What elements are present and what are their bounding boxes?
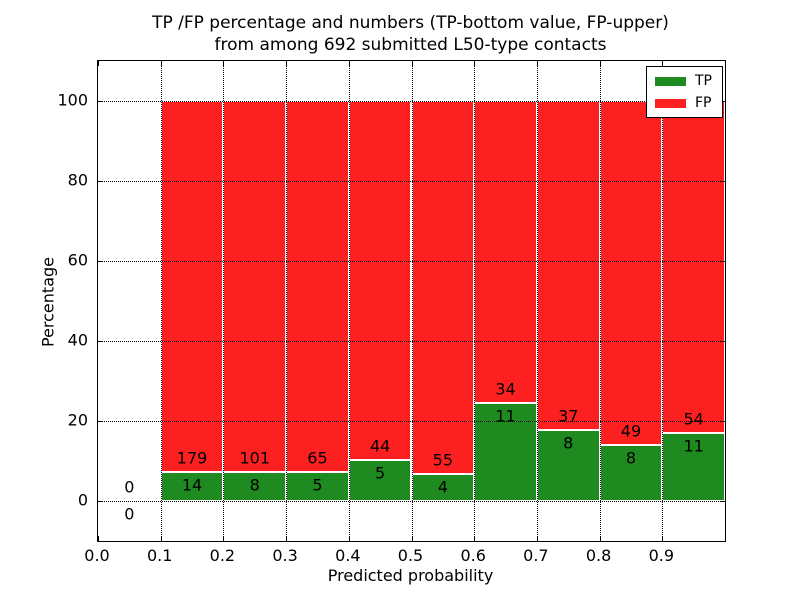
bar-tp-segment <box>599 444 663 501</box>
x-tick-label: 0.9 <box>648 546 675 565</box>
bar-fp-count: 55 <box>432 450 454 470</box>
legend-label-fp: FP <box>695 95 712 111</box>
y-tick-label: 20 <box>67 410 88 430</box>
bar-tp-segment <box>536 429 600 501</box>
legend-label-tp: TP <box>695 73 712 89</box>
y-tick-label: 60 <box>67 250 88 270</box>
bar-fp-count: 37 <box>558 406 579 426</box>
legend: TP FP <box>646 66 723 118</box>
legend-swatch-tp <box>655 76 686 86</box>
x-tick-label: 0.1 <box>146 546 173 565</box>
chart-title-line1: TP /FP percentage and numbers (TP-bottom… <box>152 13 669 33</box>
legend-swatch-fp <box>655 98 686 108</box>
bar-tp-count: 11 <box>495 406 516 426</box>
legend-entry-tp: TP <box>655 74 712 88</box>
bar-fp-count: 49 <box>620 421 642 441</box>
x-tick-label: 0.6 <box>460 546 486 565</box>
bar-tp-count: 8 <box>563 433 574 453</box>
bar-tp-count: 8 <box>625 448 637 468</box>
legend-entry-fp: FP <box>655 96 712 110</box>
bar-tp-segment <box>223 471 287 501</box>
bar-labels-layer: 0 0 179 14 101 8 65 5 44 5 55 4 34 11 37 8 49 8 54 11 <box>98 61 725 541</box>
bar-tp-count: 5 <box>312 475 323 495</box>
bar-tp-segment <box>160 472 224 501</box>
plot-area: 0 0 179 14 101 8 65 5 44 5 55 4 34 11 37 8 49 8 54 11 TP FP <box>97 60 726 542</box>
x-tickmark-bottom <box>98 536 99 541</box>
bar-tp-count: 5 <box>375 463 386 483</box>
x-tick-label: 0.5 <box>397 546 424 565</box>
x-tick-label: 0.4 <box>335 546 361 565</box>
bar-fp-count: 54 <box>683 409 704 429</box>
bar-tp-segment <box>411 473 475 501</box>
bar-fp-count: 44 <box>369 436 391 456</box>
bar-tp-count: 4 <box>437 477 448 497</box>
x-tick-label: 0.8 <box>585 546 612 565</box>
bar-tp-segment <box>286 472 349 501</box>
bar-tp-count: 0 <box>124 504 135 524</box>
bar-fp-count: 0 <box>124 477 135 497</box>
bar-fp-count: 65 <box>307 448 328 468</box>
y-tick-label: 0 <box>77 490 88 510</box>
x-tick-label: 0.0 <box>84 546 110 565</box>
bar-fp-segment <box>662 101 725 434</box>
bar-tp-count: 11 <box>683 436 704 456</box>
bar-tp-count: 14 <box>181 475 203 495</box>
bar-tp-segment <box>474 403 537 501</box>
x-tick-label: 0.2 <box>209 546 236 565</box>
x-tick-label: 0.3 <box>272 546 298 565</box>
bar-fp-count: 101 <box>239 448 271 468</box>
x-axis-label: Predicted probability <box>327 566 494 585</box>
bar-fp-segment <box>474 101 537 404</box>
x-tick-label: 0.7 <box>523 546 549 565</box>
y-axis-label: Percentage <box>38 256 58 348</box>
x-tickmark-top <box>98 61 99 66</box>
bar-tp-count: 8 <box>249 475 260 495</box>
bar-tp-segment <box>662 433 725 501</box>
chart-title-line2: from among 692 submitted L50-type contac… <box>214 35 607 55</box>
chart-title: TP /FP percentage and numbers (TP-bottom… <box>97 12 724 56</box>
y-tick-label: 40 <box>67 330 88 350</box>
bar-fp-count: 179 <box>176 448 208 468</box>
y-tick-label: 80 <box>67 170 88 190</box>
bar-fp-count: 34 <box>495 379 516 399</box>
bar-tp-segment <box>348 460 412 501</box>
y-tick-label: 100 <box>57 90 88 110</box>
